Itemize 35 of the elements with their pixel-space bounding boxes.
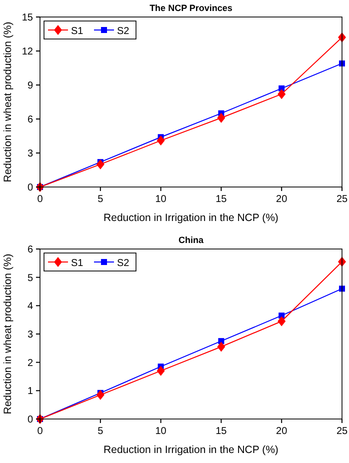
x-tick-label: 20: [276, 426, 288, 437]
x-tick-label: 5: [98, 426, 104, 437]
y-tick-label: 3: [27, 148, 34, 160]
y-tick-label: 6: [27, 114, 34, 126]
y-tick-label: 2: [27, 358, 34, 369]
x-axis-title: Reduction in Irrigation in the NCP (%): [104, 444, 278, 456]
y-tick-label: 3: [27, 330, 34, 340]
x-tick-label: 15: [216, 426, 228, 437]
x-tick-label: 25: [336, 194, 348, 205]
x-tick-label: 0: [37, 426, 44, 437]
x-tick-label: 20: [276, 194, 288, 205]
legend-label: S2: [117, 258, 130, 269]
y-tick-label: 12: [22, 46, 34, 58]
y-tick-label: 0: [27, 182, 34, 194]
y-tick-label: 6: [27, 244, 34, 256]
legend-label: S2: [117, 26, 130, 37]
x-tick-label: 15: [216, 194, 228, 205]
y-tick-label: 1: [27, 386, 34, 398]
legend-label: S1: [71, 258, 84, 269]
x-tick-label: 10: [155, 194, 167, 205]
y-tick-label: 15: [22, 12, 34, 24]
y-axis-title: Reduction in wheat production (%): [2, 22, 14, 182]
y-tick-label: 9: [27, 80, 34, 92]
y-tick-label: 5: [27, 272, 34, 284]
y-tick-label: 0: [27, 414, 34, 426]
x-tick-label: 5: [98, 194, 104, 205]
x-tick-label: 10: [155, 426, 167, 437]
y-tick-label: 4: [27, 301, 34, 312]
x-axis-title: Reduction in Irrigation in the NCP (%): [104, 212, 278, 224]
x-tick-label: 0: [37, 194, 44, 205]
legend-label: S1: [71, 26, 84, 37]
chart-title: The NCP Provinces: [150, 3, 232, 13]
chart-title: China: [178, 235, 204, 245]
y-axis-title: Reduction in wheat production (%): [2, 254, 14, 414]
x-tick-label: 25: [336, 426, 348, 437]
